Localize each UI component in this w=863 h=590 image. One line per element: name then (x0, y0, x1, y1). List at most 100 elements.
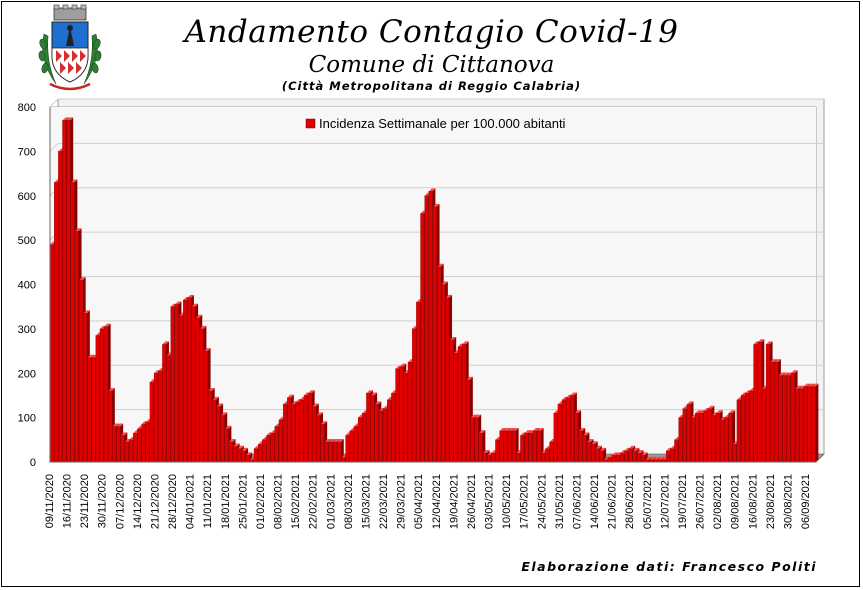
bar (624, 450, 629, 463)
bar (774, 362, 779, 463)
bar-top (74, 228, 82, 232)
bar (678, 417, 683, 463)
bar-top (599, 447, 607, 451)
bar (49, 244, 54, 463)
bar-top (287, 394, 294, 398)
bar-top (695, 410, 702, 414)
bar (307, 393, 312, 463)
legend-swatch (305, 118, 316, 129)
bar (166, 355, 171, 463)
x-tick-label: 15/03/2021 (360, 474, 372, 529)
bar-top (636, 450, 644, 454)
bar (799, 388, 804, 463)
bar-side (815, 383, 819, 462)
bar-top (612, 452, 619, 456)
bar (187, 297, 192, 463)
bar (195, 317, 200, 463)
x-tick-label: 09/11/2020 (44, 474, 56, 528)
bar-top (212, 396, 219, 400)
bar (95, 335, 100, 463)
bar (87, 357, 92, 463)
bar (362, 413, 366, 463)
bar (720, 419, 724, 463)
x-tick-label: 12/04/2021 (431, 474, 443, 529)
bar (690, 417, 695, 463)
bar (99, 328, 104, 463)
bar-top (587, 439, 594, 443)
bar-top (653, 456, 661, 460)
bar-top (433, 203, 440, 207)
bar (441, 284, 446, 463)
bar (74, 231, 79, 463)
bar (91, 357, 96, 463)
x-tick-label: 04/01/2021 (185, 474, 197, 529)
bar (324, 441, 329, 463)
bar-top (503, 427, 511, 431)
x-tick-label: 05/07/2021 (642, 474, 654, 529)
bar (745, 393, 749, 463)
bar (636, 452, 641, 463)
bar (545, 448, 550, 463)
bar (258, 444, 262, 463)
x-tick-label: 21/06/2021 (607, 474, 619, 529)
bar (282, 404, 287, 463)
bar (412, 328, 416, 463)
bar (345, 435, 350, 463)
bar (141, 424, 146, 463)
y-tick-label: 100 (18, 413, 36, 425)
bar (78, 279, 83, 463)
bar (561, 399, 566, 463)
bar-top (482, 450, 490, 454)
bar (162, 344, 167, 463)
bar-top (686, 401, 694, 405)
bar (274, 426, 279, 463)
x-tick-label: 23/08/2021 (765, 474, 777, 529)
bar (416, 302, 421, 463)
bar (807, 386, 812, 463)
bar (732, 444, 737, 463)
bar (520, 435, 525, 463)
x-tick-label: 29/03/2021 (396, 474, 408, 529)
bar-top (224, 425, 232, 429)
bar (54, 182, 58, 463)
bar (320, 424, 325, 463)
bar-top (428, 188, 436, 192)
x-tick-label: 22/03/2021 (378, 474, 390, 529)
gridline (49, 142, 824, 152)
bar (582, 435, 587, 463)
bar (682, 408, 687, 463)
bar-top (757, 339, 765, 343)
bar (203, 350, 208, 463)
bar (124, 441, 129, 463)
bar (316, 415, 321, 463)
x-tick-label: 30/11/2020 (97, 474, 109, 528)
bar-top (591, 441, 598, 445)
bar (399, 366, 404, 463)
bar (611, 455, 616, 463)
bar (437, 266, 441, 463)
bar (378, 410, 383, 463)
municipal-crest-logo (38, 4, 102, 91)
bar (241, 450, 246, 463)
bar (349, 430, 354, 463)
bar (174, 304, 179, 463)
bar (158, 370, 162, 463)
bar-top (70, 179, 78, 183)
bar-top (374, 401, 382, 405)
bar-top (62, 117, 70, 121)
bar (778, 375, 783, 463)
bar (212, 399, 217, 463)
x-tick-label: 01/02/2021 (255, 474, 267, 529)
bar (66, 120, 71, 463)
bar (574, 413, 579, 463)
bar (387, 399, 391, 463)
bar-top (811, 383, 819, 387)
bar-top (716, 410, 723, 414)
bar (216, 406, 221, 463)
bar (516, 452, 520, 463)
bar (616, 455, 620, 463)
bar (699, 413, 704, 463)
bar-top (79, 277, 86, 281)
bar (665, 450, 670, 463)
